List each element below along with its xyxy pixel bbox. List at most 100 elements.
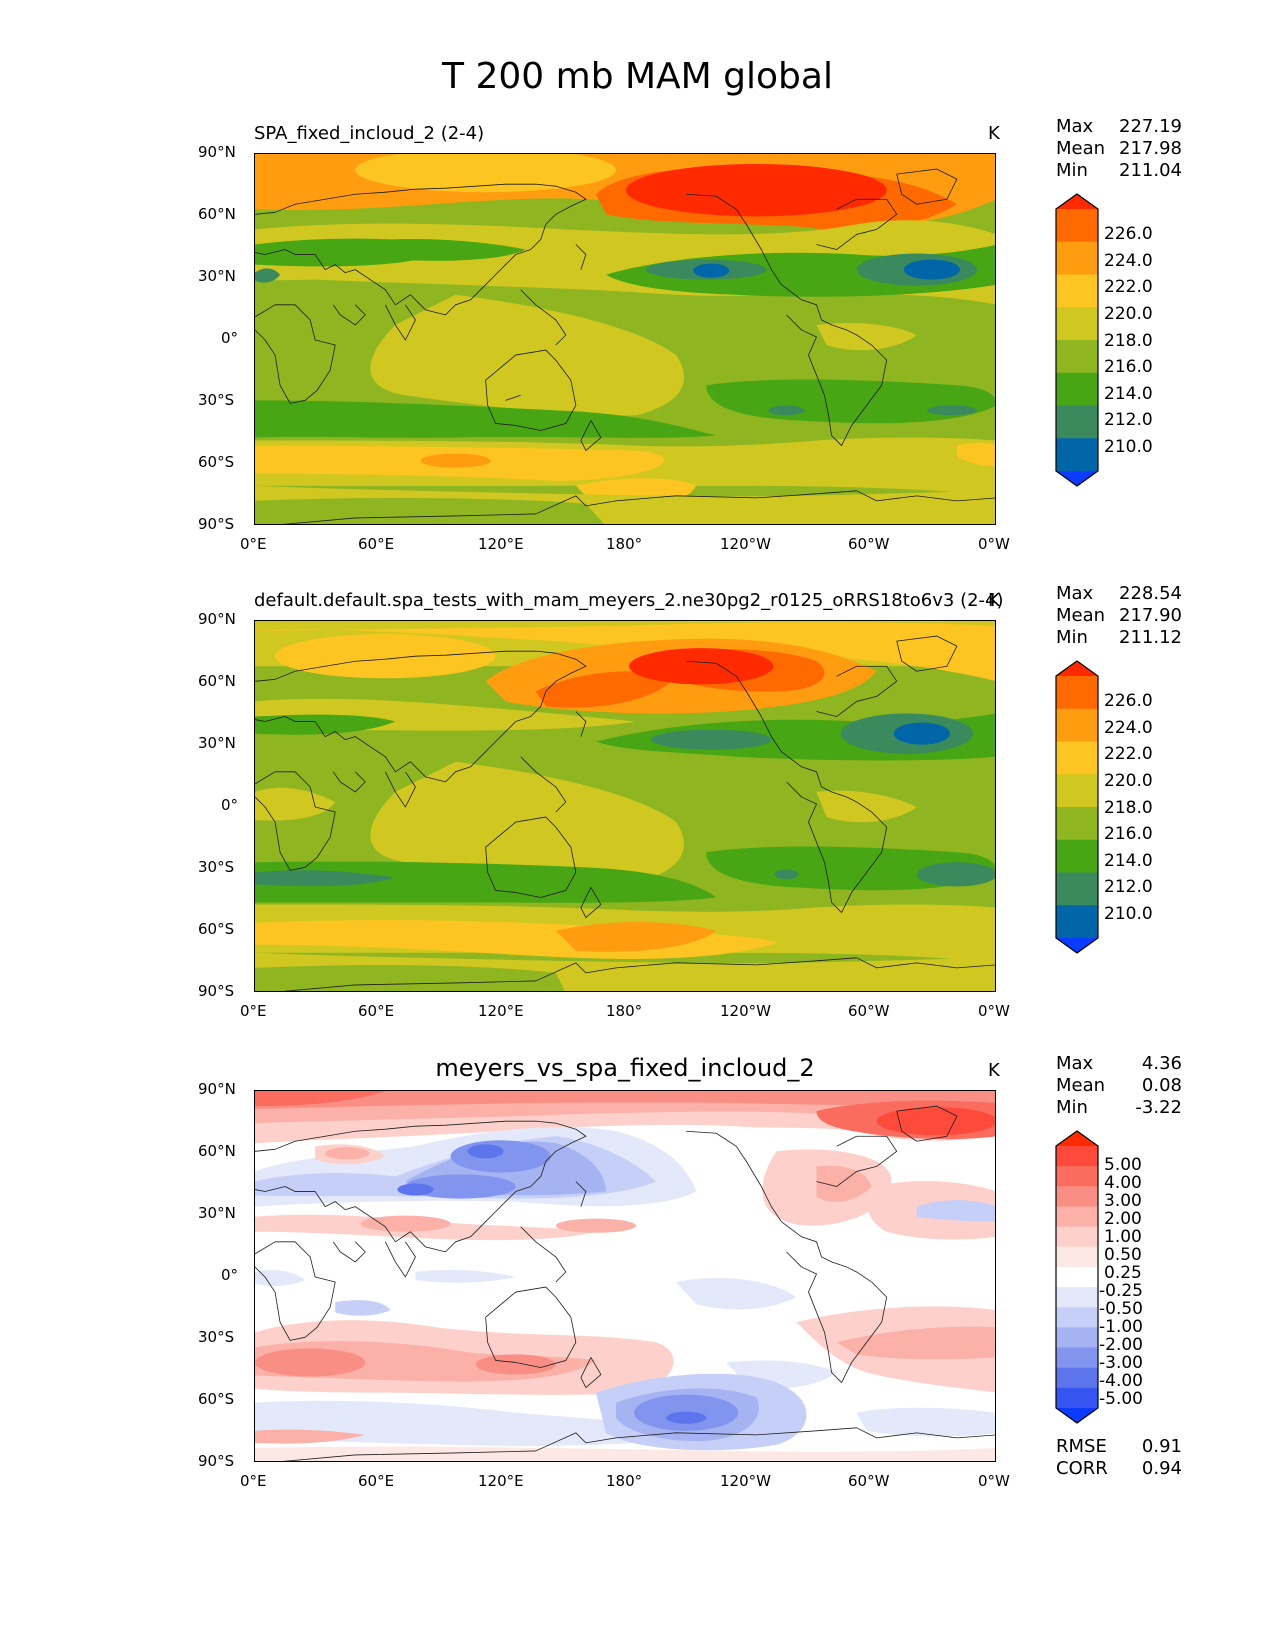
colorbar-tick-label: 216.0 xyxy=(1104,824,1153,844)
lat-tick-label: 60°S xyxy=(198,920,235,938)
colorbar-segment xyxy=(1056,1246,1098,1268)
stat-value: 4.36 xyxy=(1141,1053,1182,1074)
stat-value: 0.08 xyxy=(1141,1075,1182,1096)
lon-tick-label: 180° xyxy=(606,535,643,553)
colorbar-tick-label: -0.50 xyxy=(1099,1299,1143,1319)
lat-tick-label: 60°S xyxy=(198,1390,235,1408)
lon-tick-label: 120°W xyxy=(720,535,771,553)
stat-value: 211.12 xyxy=(1119,627,1182,648)
lat-tick-label: 90°N xyxy=(198,143,236,161)
lon-tick-label: 120°E xyxy=(478,1002,524,1020)
colorbar-segment xyxy=(1056,839,1098,873)
colorbar-tick-label: 212.0 xyxy=(1104,410,1153,430)
colorbar-segment xyxy=(1056,1226,1098,1248)
lat-tick-label: 90°N xyxy=(198,1080,236,1098)
colorbar-tick-label: 210.0 xyxy=(1104,437,1153,457)
colorbar-segment xyxy=(1056,1387,1098,1409)
figure-title: T 200 mb MAM global xyxy=(442,56,833,97)
colorbar-extend-top xyxy=(1056,1131,1098,1146)
colorbar-segment xyxy=(1056,1347,1098,1369)
colorbar-tick-label: 4.00 xyxy=(1104,1173,1142,1193)
colorbar-tick-label: 224.0 xyxy=(1104,251,1153,271)
colorbar-segment xyxy=(1056,372,1098,406)
panel-3-map[interactable] xyxy=(254,1090,996,1462)
lat-tick-label: 60°N xyxy=(198,672,236,690)
lon-tick-label: 0°E xyxy=(240,535,267,553)
colorbar-tick-label: 214.0 xyxy=(1104,384,1153,404)
stat-label: Min xyxy=(1056,627,1088,648)
lat-tick-label: 30°N xyxy=(198,734,236,752)
panel-3-units: K xyxy=(988,1060,1000,1081)
lon-tick-label: 0°W xyxy=(978,1002,1010,1020)
colorbar-extend-bottom xyxy=(1056,1408,1098,1423)
panel-3-colorbar xyxy=(1055,1130,1099,1424)
stat-label: Min xyxy=(1056,1097,1088,1118)
lon-tick-label: 180° xyxy=(606,1002,643,1020)
stat-label: Max xyxy=(1056,583,1094,604)
stat-value: 217.98 xyxy=(1119,138,1182,159)
colorbar-tick-label: 222.0 xyxy=(1104,744,1153,764)
colorbar-tick-label: 220.0 xyxy=(1104,304,1153,324)
panel-2-colorbar xyxy=(1055,660,1099,954)
panel-2-stats: Max 228.54 Mean 217.90 Min 211.12 xyxy=(1056,583,1182,649)
panel-3-error-stats: RMSE 0.91 CORR 0.94 xyxy=(1056,1436,1182,1480)
colorbar-segment xyxy=(1056,1146,1098,1167)
panel-2-map[interactable] xyxy=(254,620,996,992)
stat-value: 0.94 xyxy=(1141,1458,1182,1479)
colorbar-segment xyxy=(1056,241,1098,275)
lat-tick-label: 90°S xyxy=(198,982,235,1000)
lon-tick-label: 0°E xyxy=(240,1472,267,1490)
colorbar-tick-label: 216.0 xyxy=(1104,357,1153,377)
lat-tick-label: 0° xyxy=(221,1266,239,1284)
lat-tick-label: 30°N xyxy=(198,267,236,285)
colorbar-tick-label: 226.0 xyxy=(1104,224,1153,244)
colorbar-segment xyxy=(1056,676,1098,710)
colorbar-tick-label: 224.0 xyxy=(1104,718,1153,738)
colorbar-extend-top xyxy=(1056,661,1098,676)
stat-label: CORR xyxy=(1056,1458,1108,1479)
colorbar-segment xyxy=(1056,1367,1098,1389)
colorbar-tick-label: 212.0 xyxy=(1104,877,1153,897)
lon-tick-label: 60°W xyxy=(848,1472,890,1490)
stat-value: 227.19 xyxy=(1119,116,1182,137)
colorbar-tick-label: 0.50 xyxy=(1104,1245,1142,1265)
colorbar-segment xyxy=(1056,209,1098,243)
stat-label: Mean xyxy=(1056,605,1106,626)
colorbar-segment xyxy=(1056,1266,1098,1288)
stat-label: Min xyxy=(1056,160,1088,181)
panel-2-units: K xyxy=(988,590,1000,611)
colorbar-outline xyxy=(1055,660,1099,954)
colorbar-segment xyxy=(1056,741,1098,775)
stat-value: -3.22 xyxy=(1135,1097,1182,1118)
colorbar-tick-label: -2.00 xyxy=(1099,1335,1143,1355)
colorbar-segment xyxy=(1056,405,1098,439)
lat-tick-label: 30°S xyxy=(198,1328,235,1346)
lon-tick-label: 0°W xyxy=(978,535,1010,553)
lon-tick-label: 180° xyxy=(606,1472,643,1490)
colorbar-tick-label: 5.00 xyxy=(1104,1155,1142,1175)
colorbar-tick-label: -3.00 xyxy=(1099,1353,1143,1373)
colorbar-segment xyxy=(1056,1307,1098,1328)
colorbar-tick-label: 3.00 xyxy=(1104,1191,1142,1211)
lat-tick-label: 90°N xyxy=(198,610,236,628)
panel-1-map[interactable] xyxy=(254,153,996,525)
colorbar-extend-bottom xyxy=(1056,471,1098,486)
colorbar-tick-label: 218.0 xyxy=(1104,798,1153,818)
colorbar-tick-label: 226.0 xyxy=(1104,691,1153,711)
colorbar-outline xyxy=(1055,193,1099,487)
colorbar-segment xyxy=(1056,340,1098,374)
stat-label: Mean xyxy=(1056,1075,1106,1096)
colorbar-segment xyxy=(1056,905,1098,939)
panel-1-units: K xyxy=(988,123,1000,144)
colorbar-tick-label: -4.00 xyxy=(1099,1371,1143,1391)
lat-tick-label: 90°S xyxy=(198,1452,235,1470)
colorbar-segment xyxy=(1056,1166,1098,1187)
panel-1-title: SPA_fixed_incloud_2 (2-4) xyxy=(254,123,485,144)
colorbar-extend-bottom xyxy=(1056,938,1098,953)
colorbar-outline xyxy=(1055,1130,1099,1424)
lat-tick-label: 90°S xyxy=(198,515,235,533)
panel-1-colorbar xyxy=(1055,193,1099,487)
colorbar-segment xyxy=(1056,307,1098,341)
lat-tick-label: 0° xyxy=(221,329,239,347)
stat-label: RMSE xyxy=(1056,1436,1107,1457)
